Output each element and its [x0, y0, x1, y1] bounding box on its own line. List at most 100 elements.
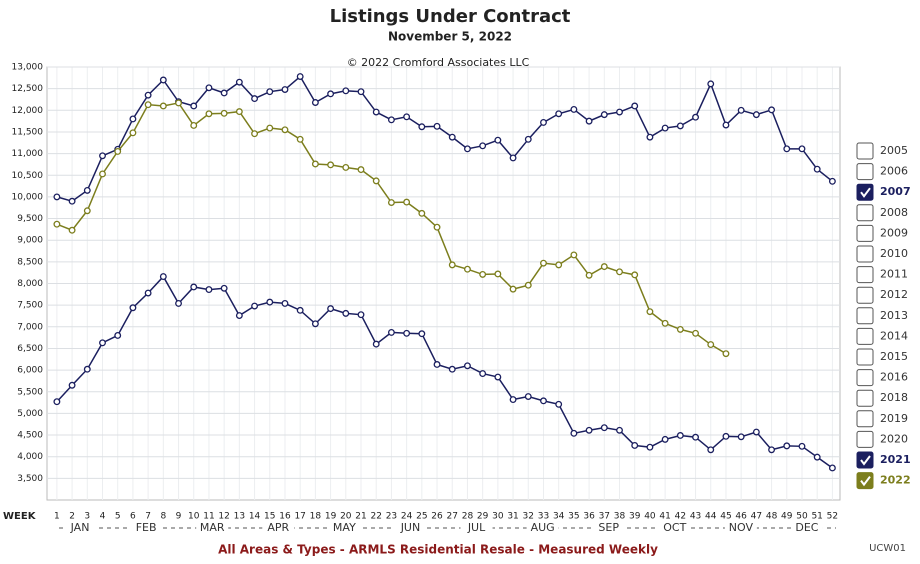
x-tick-label: 35	[568, 512, 579, 522]
legend-item[interactable]: 2020	[856, 430, 908, 448]
data-point	[205, 110, 213, 118]
data-point	[555, 261, 563, 269]
legend-checkbox	[856, 369, 874, 387]
legend-label: 2009	[880, 226, 908, 239]
data-point	[53, 193, 61, 201]
legend-item[interactable]: 2022	[856, 472, 911, 490]
legend-item[interactable]: 2009	[856, 224, 908, 242]
data-point	[372, 177, 380, 185]
data-point	[418, 209, 426, 217]
legend-item[interactable]: 2019	[856, 410, 908, 428]
legend-item[interactable]: 2014	[856, 327, 908, 345]
data-point	[646, 133, 654, 141]
data-point	[311, 99, 319, 106]
data-point	[144, 289, 152, 297]
data-point	[616, 426, 623, 434]
y-tick-label: 10,500	[12, 171, 44, 181]
x-tick-label: 16	[279, 512, 291, 522]
month-bg	[64, 521, 97, 535]
data-point	[661, 435, 669, 443]
y-tick-label: 5,500	[17, 387, 43, 397]
x-tick-label: 40	[644, 512, 656, 522]
x-tick-label: 8	[160, 512, 166, 522]
legend-item[interactable]: 2006	[856, 163, 908, 181]
legend-item[interactable]: 2015	[856, 348, 908, 366]
data-point	[175, 99, 182, 107]
data-point	[235, 108, 243, 116]
data-point	[722, 350, 730, 358]
data-point	[342, 164, 350, 171]
x-tick-label: 10	[188, 512, 200, 522]
legend-checkbox	[856, 183, 874, 201]
y-tick-label: 12,000	[12, 106, 44, 116]
data-point	[190, 102, 198, 110]
data-point	[570, 251, 578, 259]
month-label: DEC	[795, 521, 818, 534]
data-point	[752, 111, 760, 119]
x-tick-label: 51	[811, 512, 822, 522]
y-tick-label: 9,500	[17, 214, 43, 224]
legend-label: 2020	[880, 432, 908, 445]
x-tick-label: 45	[720, 512, 731, 522]
month-bg	[790, 521, 823, 535]
data-point	[266, 88, 274, 96]
data-point	[403, 198, 411, 206]
x-tick-label: 18	[310, 512, 322, 522]
chart-code: UCW01	[869, 543, 906, 554]
y-tick-label: 4,500	[17, 431, 43, 441]
data-point	[524, 393, 532, 400]
x-tick-label: 46	[735, 512, 747, 522]
x-axis-label: WEEK	[3, 511, 37, 522]
data-point	[448, 133, 456, 141]
y-tick-label: 10,000	[12, 192, 44, 202]
y-tick-label: 4,000	[17, 452, 43, 462]
legend-item[interactable]: 2010	[856, 245, 908, 263]
x-tick-label: 34	[553, 512, 565, 522]
data-point	[387, 116, 395, 124]
legend-label: 2012	[880, 288, 908, 301]
data-point	[372, 340, 380, 348]
data-point	[737, 433, 745, 441]
data-point	[707, 446, 715, 454]
data-point	[296, 306, 304, 314]
data-point	[494, 373, 502, 381]
legend-item[interactable]: 2018	[856, 389, 908, 407]
legend-item[interactable]: 2013	[856, 307, 908, 325]
data-point	[190, 122, 198, 129]
data-point	[463, 265, 471, 273]
x-tick-label: 23	[386, 512, 397, 522]
data-point	[798, 145, 806, 153]
month-label: MAY	[333, 521, 356, 534]
data-point	[540, 259, 547, 267]
data-point	[692, 113, 699, 121]
chart-title: Listings Under Contract	[330, 6, 571, 27]
data-point	[646, 308, 654, 316]
data-point	[768, 106, 776, 114]
month-label: MAR	[200, 521, 225, 534]
series-line	[56, 75, 833, 203]
legend-item[interactable]: 2008	[856, 204, 908, 222]
legend-item[interactable]: 2021	[856, 451, 911, 469]
data-point	[53, 398, 61, 406]
legend-item[interactable]: 2016	[856, 369, 908, 387]
data-point	[372, 108, 380, 116]
month-bg	[130, 521, 163, 535]
legend-item[interactable]: 2012	[856, 286, 908, 304]
data-point	[296, 73, 304, 80]
legend-checkbox	[856, 286, 874, 304]
legend-item[interactable]: 2011	[856, 266, 908, 284]
data-point	[707, 80, 715, 88]
month-bg	[394, 521, 427, 535]
data-point	[828, 177, 836, 185]
month-bg	[460, 521, 493, 535]
copyright: © 2022 Cromford Associates LLC	[347, 56, 530, 69]
data-point	[327, 90, 335, 98]
legend-item[interactable]: 2005	[856, 142, 908, 160]
y-tick-label: 5,000	[17, 409, 43, 419]
data-point	[205, 84, 213, 92]
legend-item[interactable]: 2007	[856, 183, 911, 201]
data-point	[616, 108, 623, 116]
y-tick-label: 9,000	[17, 236, 43, 246]
y-tick-label: 6,000	[17, 366, 43, 376]
month-bg	[724, 521, 757, 535]
